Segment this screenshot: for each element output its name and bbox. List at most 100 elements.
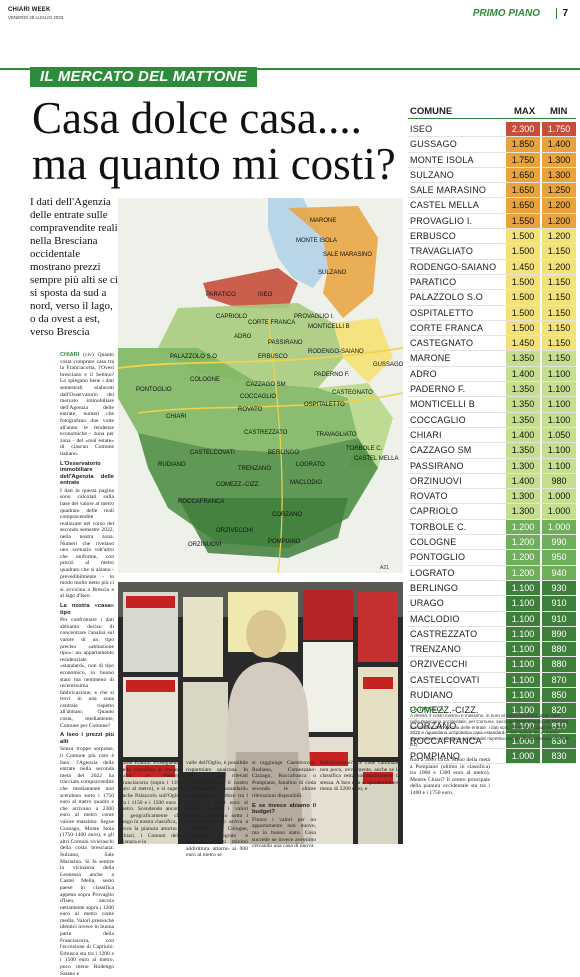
table-row: SULZANO 1.650 1.300 (408, 167, 576, 184)
row-comune: CHIARI (410, 429, 442, 440)
row-min: 1.000 (542, 504, 576, 519)
row-min: 1.150 (542, 290, 576, 305)
row-min: 1.150 (542, 320, 576, 336)
row-comune: CORTE FRANCA (410, 322, 484, 333)
map-label: RUDIANO (158, 462, 186, 468)
map-label: MARONE (310, 218, 336, 224)
map-label: ADRO (234, 334, 252, 340)
table-header-comune: COMUNE (410, 106, 453, 117)
row-comune: MACLODIO (410, 613, 460, 624)
map-label: CAZZAGO SM (246, 382, 286, 388)
row-min: 1.100 (542, 412, 576, 427)
article-photo (118, 582, 403, 844)
lead-paragraph: I dati dell'Agenzia delle entrate sulle … (30, 196, 118, 338)
row-comune: SALE MARASINO (410, 185, 487, 196)
map-label: ORZIVECCHI (216, 528, 253, 534)
paragraph-3: Per confrontare i dati abbiamo deciso di… (60, 617, 114, 729)
paragraph: si raggiunge Castelcovati, Rudiano, Come… (252, 760, 316, 799)
map-label: PALAZZOLO S.O (170, 354, 217, 360)
row-min: 820 (542, 703, 576, 718)
dateline-tag: (civ) (83, 352, 94, 358)
table-row: TRENZANO 1.100 880 (408, 642, 576, 658)
article-column-2: Corte Franca. Proseguendo nella classifi… (120, 760, 182, 846)
row-comune: ERBUSCO (410, 231, 456, 242)
map-label: COCCAGLIO (240, 394, 276, 400)
article-column-3: valle dell'Oglio, è possibile risparmiar… (186, 760, 248, 859)
row-comune: BERLINGO (410, 582, 459, 593)
zone-iseo (203, 268, 298, 308)
table-row: TRAVAGLIATO 1.500 1.150 (408, 244, 576, 260)
row-max: 1.200 (506, 550, 540, 565)
row-max: 1.200 (506, 535, 540, 550)
row-min: 980 (542, 473, 576, 489)
row-comune: RODENGO-SAIANO (410, 261, 497, 272)
kicker: IL MERCATO DEL MATTONE (30, 67, 257, 87)
table-row: MARONE 1.350 1.150 (408, 351, 576, 367)
paragraph-1: Quanto costa comprare casa tra la Franci… (60, 352, 114, 457)
table-row: CASTEGNATO 1.450 1.150 (408, 336, 576, 352)
table-row: ERBUSCO 1.500 1.200 (408, 229, 576, 245)
table-header-rule (408, 118, 576, 119)
road (118, 347, 403, 369)
row-min: 1.150 (542, 351, 576, 366)
row-comune: RUDIANO (410, 689, 453, 700)
row-max: 1.500 (506, 290, 540, 305)
row-min: 850 (542, 687, 576, 703)
table-row: CORZANO 1.100 810 (408, 718, 576, 734)
row-max: 1.650 (506, 198, 540, 213)
row-max: 1.400 (506, 473, 540, 489)
row-max: 1.350 (506, 382, 540, 397)
table-row: POMPIANO 1.000 830 (408, 749, 576, 765)
row-max: 1.200 (506, 519, 540, 535)
paragraph-4: Senza troppe sorprese, il Comune più car… (60, 746, 114, 977)
table-row: COMEZZ.-CIZZ. 1.100 820 (408, 703, 576, 719)
road (267, 317, 283, 573)
row-max: 1.200 (506, 565, 540, 580)
row-max: 1.100 (506, 657, 540, 672)
road-label: A21 (380, 565, 389, 571)
table-row: GUSSAGO 1.850 1.400 (408, 137, 576, 153)
map-label: SALE MARASINO (323, 252, 372, 258)
map-label: ROCCAFRANCA (178, 499, 224, 505)
row-max: 1.500 (506, 320, 540, 336)
row-max: 1.350 (506, 351, 540, 366)
row-min: 930 (542, 580, 576, 596)
row-min: 830 (542, 749, 576, 764)
row-min: 1.150 (542, 336, 576, 351)
row-min: 890 (542, 626, 576, 642)
kicker-rule (0, 68, 580, 70)
row-min: 1.000 (542, 489, 576, 504)
subhead-2: La nostra «casa» tipo (60, 602, 114, 616)
table-row: PALAZZOLO S.O 1.500 1.150 (408, 290, 576, 306)
map-label: PASSIRANO (268, 340, 303, 346)
table-row: CHIARI 1.400 1.050 (408, 427, 576, 444)
dateline: CHIARI (60, 352, 80, 358)
map-label: CAPRIOLO (216, 314, 247, 320)
table-caption-heading: LA TABELLA (410, 707, 444, 713)
row-min: 1.150 (542, 274, 576, 290)
table-row: PONTOGLIO 1.200 950 (408, 550, 576, 566)
row-min: 1.200 (542, 229, 576, 244)
table-body: ISEO 2.300 1.750 GUSSAGO 1.850 1.400 MONTE ISO… (408, 122, 576, 765)
table-row: CAZZAGO SM 1.350 1.100 (408, 443, 576, 459)
row-max: 1.100 (506, 718, 540, 733)
table-row: COCCAGLIO 1.350 1.100 (408, 412, 576, 428)
zone-north (288, 206, 378, 318)
table-row: PROVAGLIO I. 1.550 1.200 (408, 213, 576, 230)
row-comune: CASTEGNATO (410, 338, 474, 349)
table-row: CASTREZZATO 1.100 890 (408, 626, 576, 643)
row-min: 1.200 (542, 259, 576, 274)
map-label: CASTEGNATO (332, 390, 373, 396)
row-comune: TRENZANO (410, 644, 462, 655)
row-max: 1.300 (506, 458, 540, 473)
table-row: RODENGO-SAIANO 1.450 1.200 (408, 259, 576, 275)
row-comune: URAGO (410, 598, 445, 609)
price-table: COMUNE MAX MIN ISEO 2.300 1.750 GUSSAGO 1.85… (408, 100, 576, 765)
map-label: PROVAGLIO I. (294, 314, 334, 320)
table-row: LOGRATO 1.200 940 (408, 565, 576, 581)
table-row: SALE MARASINO 1.650 1.250 (408, 183, 576, 199)
row-min: 1.050 (542, 427, 576, 443)
row-comune: COCCAGLIO (410, 414, 466, 425)
table-row: ROVATO 1.300 1.000 (408, 489, 576, 505)
row-comune: CAPRIOLO (410, 506, 459, 517)
